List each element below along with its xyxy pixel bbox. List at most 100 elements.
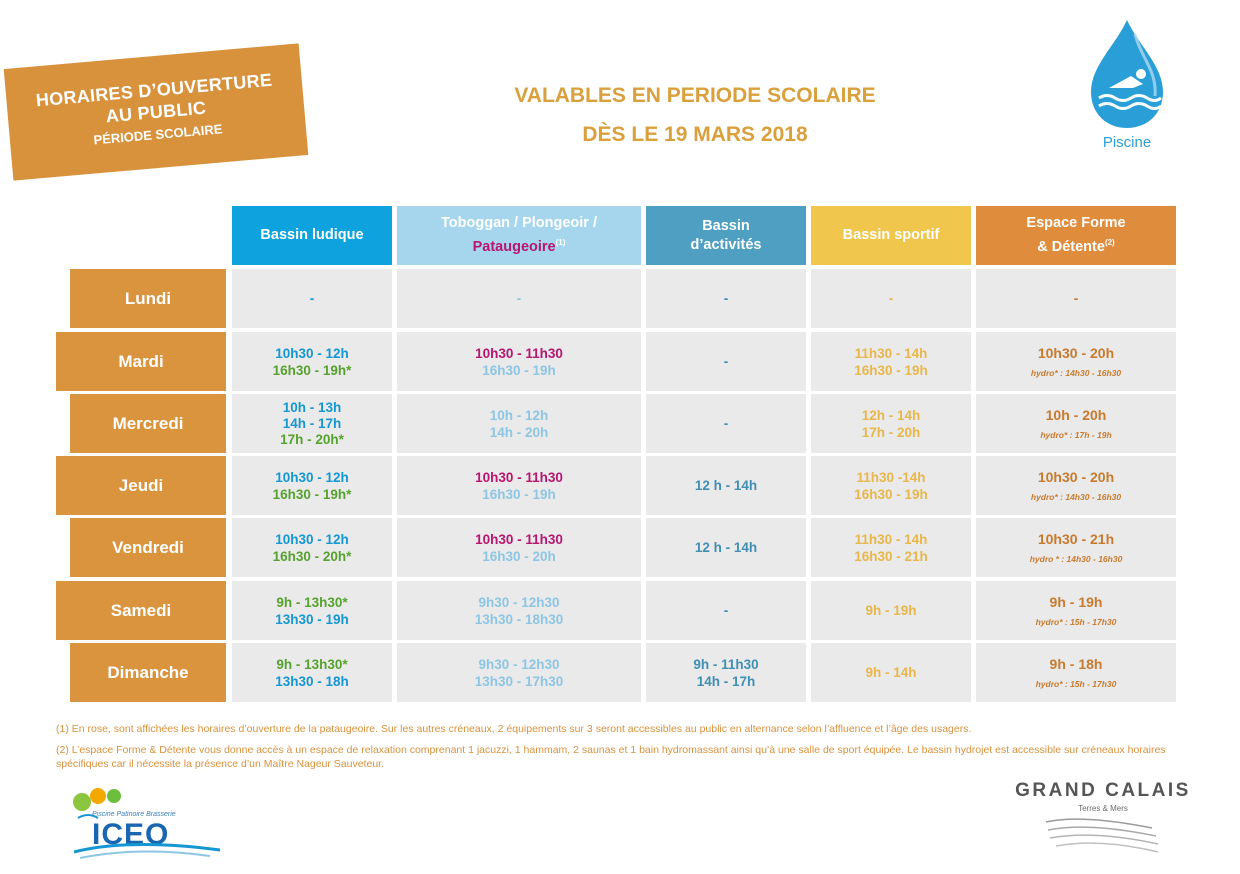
time-slot: 10h - 13h — [282, 399, 342, 415]
time-slot: 10h - 20h — [1045, 407, 1107, 423]
day-label: Lundi — [70, 269, 226, 328]
time-slot: 13h30 - 18h — [275, 673, 349, 689]
schedule-row-mercredi: Mercredi 10h - 13h 14h - 17h 17h - 20h* … — [0, 394, 1240, 453]
cell-toboggan: 9h30 - 12h30 13h30 - 18h30 — [397, 581, 641, 640]
day-label: Jeudi — [56, 456, 226, 515]
time-slot: - — [723, 354, 729, 369]
day-label: Mercredi — [70, 394, 226, 453]
time-slot: 9h30 - 12h30 — [478, 594, 560, 610]
time-slot: 9h - 19h — [865, 603, 917, 618]
cell-bassin-sportif: 12h - 14h 17h - 20h — [811, 394, 971, 453]
time-slot: 10h - 12h — [489, 407, 549, 423]
cell-bassin-ludique: 10h30 - 12h 16h30 - 19h* — [232, 456, 392, 515]
time-slot: 17h - 20h* — [280, 431, 344, 447]
cell-bassin-sportif: 11h30 - 14h 16h30 - 21h — [811, 518, 971, 577]
time-slot: 10h30 - 12h — [275, 345, 349, 361]
time-slot: - — [723, 603, 729, 618]
schedule-row-jeudi: Jeudi 10h30 - 12h 16h30 - 19h* 10h30 - 1… — [0, 456, 1240, 515]
time-slot: 13h30 - 19h — [275, 611, 349, 627]
cell-toboggan: 10h30 - 11h30 16h30 - 19h — [397, 332, 641, 391]
day-label: Mardi — [56, 332, 226, 391]
column-header-espace-forme: Espace Forme & Détente(2) — [976, 206, 1176, 265]
headline-validity: VALABLES EN PERIODE SCOLAIRE — [514, 84, 876, 107]
column-header-pataugeoire: Pataugeoire — [472, 238, 556, 255]
column-header-label: Espace Forme — [1026, 215, 1126, 232]
time-slot: 9h - 13h30* — [276, 594, 348, 610]
hydro-note: hydro* : 14h30 - 16h30 — [1030, 368, 1122, 378]
waves-icon — [1045, 818, 1159, 853]
cell-bassin-activites: - — [646, 581, 806, 640]
cell-espace-forme: 9h - 18h hydro* : 15h - 17h30 — [976, 643, 1176, 702]
column-header-label: Toboggan / Plongeoir / — [441, 215, 597, 232]
hydro-note: hydro* : 14h30 - 16h30 — [1030, 492, 1122, 502]
cell-espace-forme: 10h - 20h hydro* : 17h - 19h — [976, 394, 1176, 453]
time-slot: 9h30 - 12h30 — [478, 656, 560, 672]
time-slot: 16h30 - 19h — [482, 362, 556, 378]
time-slot: 10h30 - 11h30 — [475, 345, 563, 361]
time-slot: 16h30 - 19h* — [272, 362, 352, 378]
hydro-note: hydro* : 15h - 17h30 — [1035, 617, 1117, 627]
column-header-bassin-activites: Bassin d’activités — [646, 206, 806, 265]
cell-espace-forme: 10h30 - 21h hydro * : 14h30 - 16h30 — [976, 518, 1176, 577]
time-slot: 11h30 - 14h — [854, 345, 928, 361]
time-slot: - — [723, 416, 729, 431]
cell-bassin-activites: - — [646, 394, 806, 453]
cell-bassin-sportif: 11h30 -14h 16h30 - 19h — [811, 456, 971, 515]
column-header-label: & Détente — [1037, 238, 1105, 255]
cell-bassin-ludique: 9h - 13h30* 13h30 - 18h — [232, 643, 392, 702]
time-slot: 9h - 14h — [865, 665, 917, 680]
cell-bassin-sportif: 11h30 - 14h 16h30 - 19h — [811, 332, 971, 391]
time-slot: 16h30 - 19h* — [272, 486, 352, 502]
schedule-row-lundi: Lundi - - - - - — [0, 269, 1240, 328]
cell-toboggan: 10h30 - 11h30 16h30 - 19h — [397, 456, 641, 515]
time-slot: 11h30 - 14h — [854, 531, 928, 547]
column-header-toboggan: Toboggan / Plongeoir / Pataugeoire(1) — [397, 206, 641, 265]
iceo-logo: Piscine Patinoire Brasserie ICEO — [73, 788, 221, 859]
grand-calais-logo: GRAND CALAIS Terres & Mers — [1008, 780, 1198, 860]
cell-toboggan: 9h30 - 12h30 13h30 - 17h30 — [397, 643, 641, 702]
time-slot: - — [723, 291, 729, 306]
hydro-note: hydro* : 17h - 19h — [1040, 430, 1112, 440]
time-slot: 16h30 - 20h — [482, 548, 556, 564]
cell-bassin-activites: 9h - 11h30 14h - 17h — [646, 643, 806, 702]
column-header-bassin-sportif: Bassin sportif — [811, 206, 971, 265]
column-header-bassin-ludique: Bassin ludique — [232, 206, 392, 265]
time-slot: 9h - 11h30 14h - 17h — [693, 656, 759, 689]
column-header-label: Bassin sportif — [842, 227, 940, 243]
cell-toboggan: - — [397, 269, 641, 328]
footnote-ref: (2) — [1104, 238, 1115, 248]
cell-espace-forme: 9h - 19h hydro* : 15h - 17h30 — [976, 581, 1176, 640]
cell-bassin-activites: - — [646, 269, 806, 328]
grand-calais-subtitle: Terres & Mers — [1078, 804, 1128, 813]
time-slot: 12h - 14h — [861, 407, 921, 423]
time-slot: 9h - 18h — [1049, 656, 1103, 672]
time-slot: 10h30 - 12h — [275, 531, 349, 547]
cell-bassin-sportif: 9h - 19h — [811, 581, 971, 640]
time-slot: 10h30 - 21h — [1037, 531, 1115, 547]
time-slot: 16h30 - 19h — [854, 486, 928, 502]
time-slot: 14h - 17h — [282, 415, 342, 431]
hydro-note: hydro* : 15h - 17h30 — [1035, 679, 1117, 689]
day-label: Dimanche — [70, 643, 226, 702]
column-header-label: d’activités — [690, 236, 762, 253]
cell-bassin-sportif: - — [811, 269, 971, 328]
hydro-note: hydro * : 14h30 - 16h30 — [1029, 554, 1123, 564]
time-slot: 13h30 - 18h30 — [474, 611, 564, 627]
headline-date: DÈS LE 19 MARS 2018 — [582, 123, 808, 146]
time-slot: 16h30 - 20h* — [272, 548, 352, 564]
time-slot: 10h30 - 12h — [275, 469, 349, 485]
iceo-tagline: Piscine Patinoire Brasserie — [92, 811, 176, 818]
schedule-row-mardi: Mardi 10h30 - 12h 16h30 - 19h* 10h30 - 1… — [0, 332, 1240, 391]
time-slot: 11h30 -14h — [856, 469, 926, 485]
time-slot: 9h - 19h — [1049, 594, 1103, 610]
time-slot: 12 h - 14h — [694, 478, 758, 493]
time-slot: 10h30 - 11h30 — [475, 531, 563, 547]
time-slot: 16h30 - 19h — [854, 362, 928, 378]
time-slot: - — [1073, 290, 1079, 306]
cell-bassin-ludique: 10h30 - 12h 16h30 - 19h* — [232, 332, 392, 391]
cell-bassin-ludique: 10h - 13h 14h - 17h 17h - 20h* — [232, 394, 392, 453]
time-slot: 13h30 - 17h30 — [474, 673, 564, 689]
cell-toboggan: 10h - 12h 14h - 20h — [397, 394, 641, 453]
cell-espace-forme: 10h30 - 20h hydro* : 14h30 - 16h30 — [976, 456, 1176, 515]
day-label: Vendredi — [70, 518, 226, 577]
